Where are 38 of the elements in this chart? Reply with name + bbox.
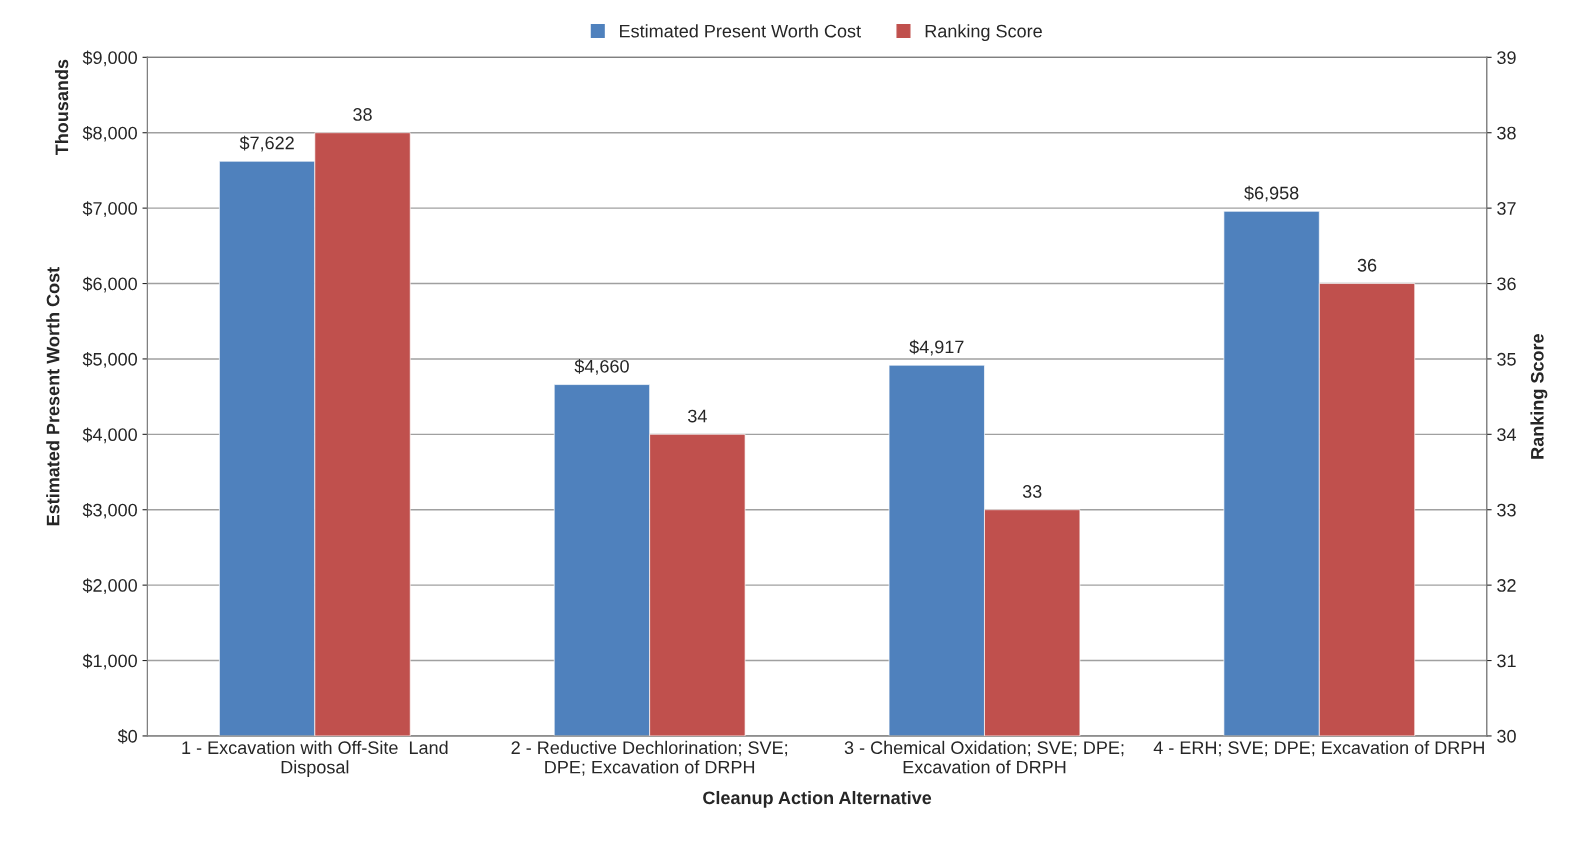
- y2-tick-label: 33: [1497, 503, 1516, 517]
- y-tick-label: $4,000: [82, 427, 137, 444]
- data-label: $6,958: [1244, 185, 1299, 202]
- x-tick-label: 3 - Chemical Oxidation; SVE; DPE; Excavation of DRPH: [844, 740, 1124, 774]
- y2-tick-label: 31: [1497, 654, 1516, 668]
- data-label: $4,917: [909, 339, 964, 356]
- data-label: 34: [688, 409, 707, 423]
- y2-tick-label: 38: [1497, 126, 1516, 140]
- y2-tick-label: 37: [1497, 202, 1516, 215]
- y-tick-label: $8,000: [82, 125, 137, 142]
- x-axis-title: Cleanup Action Alternative: [703, 790, 932, 808]
- y2-tick-label: 39: [1497, 51, 1516, 65]
- y-tick-label: $1,000: [82, 653, 137, 670]
- y2-tick-label: 36: [1497, 277, 1516, 291]
- data-label: 36: [1357, 258, 1377, 272]
- y2-tick-label: 30: [1497, 729, 1516, 743]
- y-tick-label: $9,000: [82, 50, 137, 67]
- y2-tick-label: 32: [1497, 579, 1516, 592]
- x-tick-label: 2 - Reductive Dechlorination; SVE; DPE; Excavation of DRPH: [511, 740, 788, 776]
- data-label: $7,622: [239, 135, 294, 152]
- y2-tick-label: 35: [1497, 352, 1516, 366]
- x-tick-label: 1 - Excavation with Off-Site Land Disposal: [182, 740, 448, 778]
- data-label: 38: [353, 108, 372, 121]
- y-tick-label: $5,000: [82, 352, 137, 368]
- y-tick-label: $3,000: [82, 502, 137, 519]
- y-tick-label: $0: [117, 729, 137, 744]
- text: Thousands: [54, 59, 69, 156]
- x-tick-label: 4 - ERH; SVE; DPE; Excavation of DRPH: [1153, 740, 1484, 757]
- y-tick-label: $7,000: [82, 201, 137, 217]
- data-label: 33: [1022, 485, 1042, 498]
- y-axis-title: Estimated Present Worth Cost: [46, 267, 60, 526]
- data-label: $4,660: [574, 359, 629, 375]
- y-tick-label: $6,000: [82, 276, 137, 293]
- legend-label: Ranking Score: [925, 24, 1042, 42]
- legend-label: Estimated Present Worth Cost: [620, 24, 861, 38]
- y-tick-label: $2,000: [82, 578, 137, 594]
- y2-tick-label: 34: [1497, 428, 1517, 442]
- y2-axis-title: Ranking Score: [1530, 334, 1548, 459]
